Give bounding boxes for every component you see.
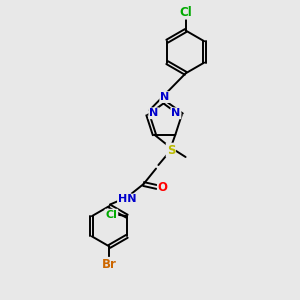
Text: O: O [158, 181, 168, 194]
Text: N: N [160, 92, 170, 102]
Text: Cl: Cl [179, 6, 192, 19]
Text: N: N [171, 108, 181, 118]
Text: N: N [149, 108, 158, 118]
Text: Br: Br [102, 258, 117, 271]
Text: Cl: Cl [106, 210, 117, 220]
Text: HN: HN [118, 194, 136, 205]
Text: S: S [167, 144, 175, 157]
